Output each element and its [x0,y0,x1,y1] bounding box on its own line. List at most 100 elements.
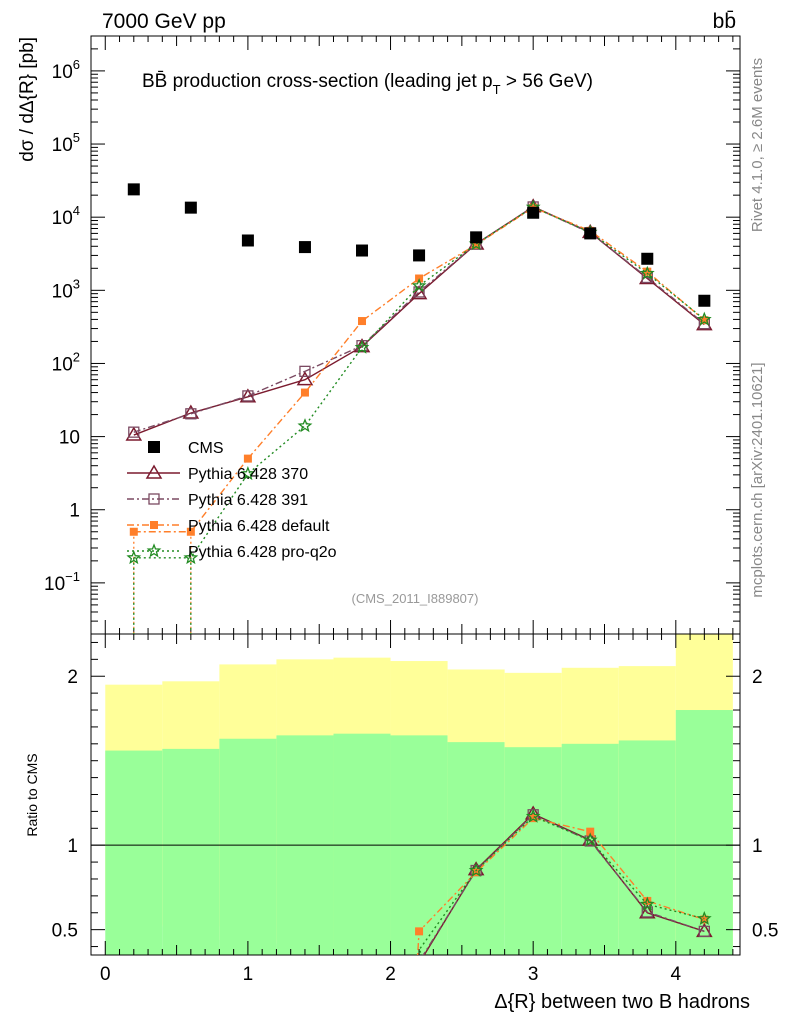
ratio-point [639,896,655,911]
series-point [410,285,428,300]
legend-label: Pythia 6.428 pro-q2o [188,544,337,561]
x-tick-label: 4 [671,964,682,985]
ratio-line [423,813,705,955]
data-point [584,227,597,240]
series-point [411,278,427,293]
series-point [296,371,314,386]
header-left: 7000 GeV pp [102,10,226,33]
ratio-point [638,904,656,919]
data-point [356,244,369,257]
chart-title-main: BB̄ production cross-section (leading je… [142,71,493,92]
series-layer [125,183,713,955]
ratio-tick-label-right: 1 [752,836,763,857]
y-tick-label-exp: 2 [73,349,80,364]
series-point [242,390,254,402]
ratio-series-group [415,805,713,955]
analysis-id: (CMS_2011_I889807) [352,591,479,606]
x-axis-label: Δ{R} between two B hadrons [494,991,750,1013]
chart-title: BB̄ production cross-section (leading je… [142,71,593,97]
band-stat-bin [447,742,505,955]
data-point [184,201,197,214]
ratio-y-axis-label: Ratio to CMS [24,753,40,836]
y-tick-label: 10−1 [44,569,80,595]
ratio-point [472,868,481,877]
series-point [243,454,252,463]
series-line [133,205,705,436]
series-point [299,365,311,377]
legend-marker [150,521,158,529]
series-point [472,240,481,249]
ratio-point [468,862,484,877]
series-point [700,316,709,325]
y-tick-label-base: 10 [52,354,73,375]
ratio-tick-label-left: 2 [67,667,78,688]
data-point [241,234,254,247]
mcplots-label: mcplots.cern.ch [arXiv:2401.10621] [749,362,766,597]
y-tick-label-base: 10 [44,574,65,595]
y-tick-label: 102 [52,349,80,375]
legend-label: CMS [188,440,224,457]
series-point [297,418,313,433]
y-tick-label: 1 [69,501,80,522]
legend-marker [148,441,160,453]
header-right: bb̄ [713,10,736,33]
series-point [300,388,309,397]
series-point [240,465,256,481]
series-point [696,311,712,326]
data-point [698,294,711,307]
series-point [643,267,652,276]
ratio-bands [105,634,733,955]
chart-title-sub: T [493,82,501,97]
band-stat-bin [219,738,277,955]
rivet-label: Rivet 4.1.0, ≥ 2.6M events [749,58,766,232]
series-point [126,549,142,565]
band-stat-bin [504,747,562,955]
y-tick-label-exp: 5 [73,130,80,145]
y-tick-label-base: 10 [52,208,73,229]
y-tick-label: 104 [52,203,80,229]
data-point [470,231,483,244]
series-point [183,550,199,565]
y-tick-label: 103 [52,276,80,302]
data-point [641,252,654,265]
band-stat-bin [618,740,676,955]
legend-label: Pythia 6.428 370 [188,466,308,483]
data-point [127,183,140,196]
x-tick-label: 0 [100,964,111,985]
legend-marker [146,543,162,558]
ratio-point [586,827,595,836]
series-line [133,206,705,433]
ratio-point [415,927,424,936]
y-tick-label-base: 10 [52,281,73,302]
band-stat-bin [162,748,220,955]
legend-marker [148,493,160,505]
y-tick-label: 106 [52,57,80,83]
series-line [133,206,705,533]
y-tick-label: 10 [59,428,80,449]
y-tick-label-exp: 3 [73,276,80,291]
data-point [413,249,426,262]
y-tick-label-base: 1 [69,501,80,522]
y-tick-label-base: 10 [59,428,80,449]
chart-title-end: > 56 GeV) [501,71,593,92]
y-tick-label-exp: −1 [65,569,80,584]
ratio-point [525,808,541,823]
y-tick-label-base: 10 [52,62,73,83]
legend: CMS Pythia 6.428 370 Pythia 6.428 391 Pythi… [127,440,337,561]
ratio-tick-label-right: 0.5 [752,921,778,942]
ratio-point [700,915,709,924]
series-point [128,426,140,438]
y-tick-label: 105 [52,130,80,156]
main-series-group [125,183,713,634]
band-stat-bin [333,733,391,955]
x-tick-label: 3 [528,964,539,985]
ratio-tick-label-right: 2 [752,667,763,688]
ratio-point [582,832,598,847]
series-point [239,388,257,403]
y-tick-label-exp: 4 [73,203,80,218]
series-point [358,317,367,326]
legend-marker [145,464,163,479]
y-tick-label-exp: 6 [73,57,80,72]
